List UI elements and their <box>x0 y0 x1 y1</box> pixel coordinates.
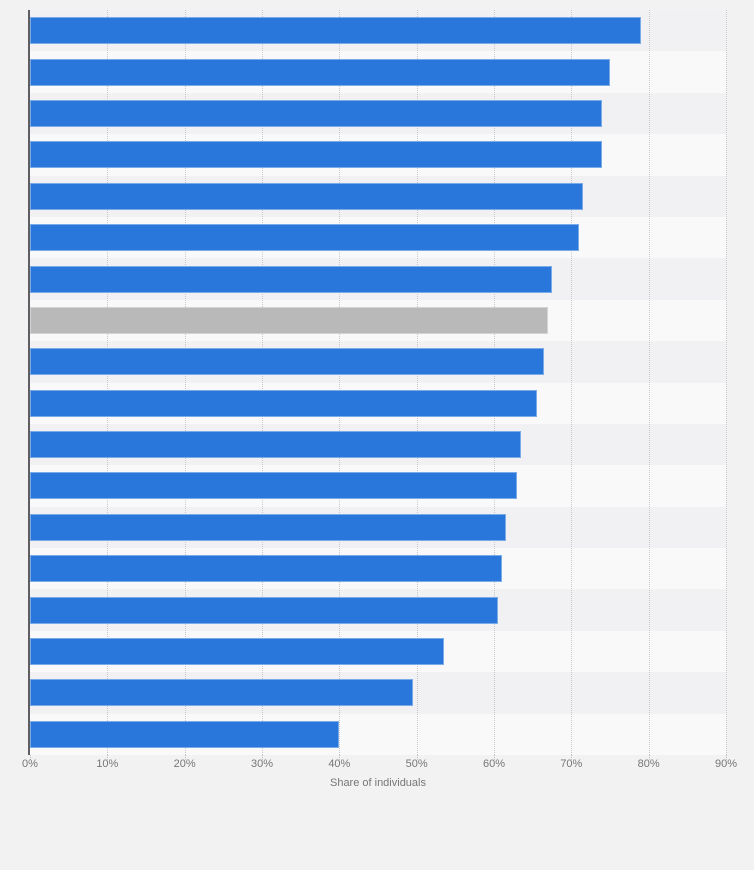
gridline <box>184 10 186 755</box>
x-axis-tick <box>571 755 573 760</box>
gridline <box>726 10 727 755</box>
x-axis-tick <box>494 755 495 760</box>
x-axis-tick-label: 90% <box>714 758 738 770</box>
bar-15[interactable] <box>30 596 498 624</box>
bar-5[interactable] <box>30 182 583 210</box>
bar-4[interactable] <box>30 141 603 169</box>
x-axis-tick-label: 70% <box>560 758 583 770</box>
bar-6[interactable] <box>30 224 580 252</box>
x-axis-title: Share of individuals <box>329 777 426 789</box>
gridline <box>262 10 263 755</box>
x-axis-tick-label: 50% <box>405 758 428 770</box>
x-axis-tick-label: 80% <box>637 758 660 770</box>
bar-3[interactable] <box>30 99 603 127</box>
bar-12[interactable] <box>30 472 518 500</box>
bar-16[interactable] <box>30 638 444 666</box>
bar-2[interactable] <box>30 58 610 86</box>
x-axis-tick <box>726 755 727 760</box>
gridline <box>339 10 341 755</box>
x-axis-tick <box>30 755 31 760</box>
x-axis-tick-label: 30% <box>250 758 274 770</box>
plot-area <box>28 10 727 760</box>
x-axis-tick <box>107 755 109 760</box>
x-axis-tick-label: 40% <box>328 758 351 770</box>
bar-14[interactable] <box>30 555 502 583</box>
bar-1[interactable] <box>30 17 641 45</box>
bar-7[interactable] <box>30 265 552 293</box>
x-axis-tick-label: 20% <box>173 758 196 770</box>
x-axis-tick <box>262 755 263 760</box>
bar-11[interactable] <box>30 431 522 459</box>
y-axis-line <box>28 10 30 755</box>
x-axis-tick <box>648 755 650 760</box>
bar-13[interactable] <box>30 513 506 541</box>
x-axis-tick <box>416 755 418 760</box>
x-axis-tick <box>339 755 341 760</box>
bar-17[interactable] <box>30 679 413 707</box>
bar-9[interactable] <box>30 348 545 376</box>
gridline <box>571 10 573 755</box>
gridline <box>107 10 109 755</box>
bar-8-highlighted[interactable] <box>30 306 549 334</box>
gridline <box>416 10 418 755</box>
x-axis-tick-label: 0% <box>22 758 38 770</box>
x-axis-tick-label: 60% <box>482 758 506 770</box>
bar-10[interactable] <box>30 389 537 417</box>
gridline <box>494 10 495 755</box>
x-axis-tick-label: 10% <box>96 758 119 770</box>
x-axis-tick <box>184 755 186 760</box>
bar-18[interactable] <box>30 720 340 748</box>
gridline <box>648 10 650 755</box>
